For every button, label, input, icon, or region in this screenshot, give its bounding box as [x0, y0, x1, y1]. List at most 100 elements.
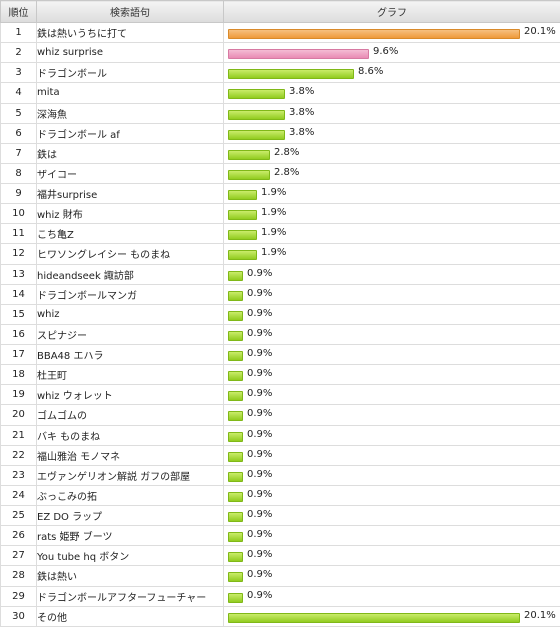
graph-cell: 1.9%	[223, 182, 560, 205]
table-row: 29 ドラゴンボールアフターフューチャー 0.9%	[0, 585, 560, 607]
category-label: ぶっこみの拓	[36, 484, 224, 507]
category-label: You tube hq ボタン	[36, 545, 224, 567]
rank-cell: 28	[0, 565, 37, 587]
rank-cell: 2	[0, 42, 37, 64]
value-label: 0.9%	[247, 368, 273, 380]
bar	[228, 391, 243, 402]
value-label: 0.9%	[247, 428, 273, 440]
graph-cell: 20.1%	[223, 605, 560, 627]
category-label: whiz surprise	[36, 42, 224, 64]
bar	[228, 310, 243, 321]
category-label: 鉄は熱いうちに打て	[36, 21, 224, 44]
value-label: 0.9%	[247, 509, 273, 520]
table-row: 6 ドラゴンボール af 3.8%	[0, 122, 560, 144]
bar	[228, 431, 243, 442]
table-row: 19 whiz ウォレット 0.9%	[0, 384, 560, 406]
category-label: 鉄は熱い	[36, 565, 224, 587]
table-row: 20 ゴムゴムの 0.9%	[0, 404, 560, 426]
value-label: 0.9%	[247, 448, 273, 460]
value-label: 0.9%	[247, 267, 273, 279]
rank-cell: 3	[0, 62, 37, 84]
category-label: その他	[36, 605, 224, 627]
value-label: 0.9%	[247, 549, 273, 561]
graph-cell: 0.9%	[223, 525, 560, 547]
table-row: 30 その他 20.1%	[0, 605, 560, 627]
bar	[228, 592, 243, 603]
category-label: ドラゴンボール	[36, 62, 224, 84]
value-label: 0.9%	[247, 348, 273, 359]
graph-cell: 3.8%	[223, 102, 560, 124]
category-label: ドラゴンボールマンガ	[36, 283, 224, 305]
value-label: 2.8%	[274, 166, 300, 178]
graph-cell: 0.9%	[223, 364, 560, 386]
bar	[228, 29, 520, 39]
rank-cell: 11	[0, 223, 37, 245]
value-label: 3.8%	[289, 126, 315, 138]
category-label: mita	[36, 82, 224, 104]
bar	[228, 512, 243, 522]
rank-cell: 25	[0, 504, 37, 527]
bar	[228, 230, 257, 241]
table-row: 1 鉄は熱いうちに打て 20.1%	[0, 21, 560, 44]
value-label: 20.1%	[524, 609, 556, 621]
bar	[228, 411, 243, 422]
rank-cell: 18	[0, 364, 37, 386]
value-label: 0.9%	[247, 529, 273, 541]
bar	[228, 270, 243, 281]
value-label: 1.9%	[261, 187, 287, 198]
rank-cell: 27	[0, 545, 37, 567]
graph-cell: 0.9%	[223, 384, 560, 406]
table-row: 25 EZ DO ラップ 0.9%	[0, 504, 560, 527]
table-row: 5 深海魚 3.8%	[0, 102, 560, 124]
value-label: 3.8%	[289, 86, 315, 98]
bar	[228, 210, 257, 221]
rank-cell: 9	[0, 182, 37, 205]
value-label: 0.9%	[247, 468, 273, 480]
bar	[228, 451, 243, 462]
graph-cell: 0.9%	[223, 444, 560, 466]
header-rank: 順位	[0, 0, 37, 23]
graph-cell: 0.9%	[223, 283, 560, 305]
graph-cell: 8.6%	[223, 62, 560, 84]
bar	[228, 371, 243, 382]
bar	[228, 169, 270, 180]
rank-cell: 4	[0, 82, 37, 104]
graph-cell: 1.9%	[223, 223, 560, 245]
bar	[228, 552, 243, 563]
table-row: 17 BBA48 エハラ 0.9%	[0, 343, 560, 366]
category-label: EZ DO ラップ	[36, 504, 224, 527]
graph-cell: 0.9%	[223, 565, 560, 587]
table-row: 27 You tube hq ボタン 0.9%	[0, 545, 560, 567]
category-label: 杜王町	[36, 364, 224, 386]
graph-cell: 2.8%	[223, 142, 560, 164]
value-label: 9.6%	[373, 46, 399, 58]
rank-cell: 7	[0, 142, 37, 164]
category-label: ヒワソングレイシー ものまね	[36, 243, 224, 265]
rank-cell: 16	[0, 323, 37, 346]
bar	[228, 89, 285, 100]
graph-cell: 0.9%	[223, 504, 560, 527]
graph-cell: 0.9%	[223, 323, 560, 346]
table-row: 18 杜王町 0.9%	[0, 364, 560, 386]
table-row: 2 whiz surprise 9.6%	[0, 42, 560, 64]
rank-cell: 26	[0, 525, 37, 547]
table-row: 15 whiz 0.9%	[0, 303, 560, 325]
rank-cell: 10	[0, 203, 37, 225]
bar	[228, 491, 243, 502]
table-row: 21 バキ ものまね 0.9%	[0, 424, 560, 446]
rank-cell: 17	[0, 343, 37, 366]
category-label: ゴムゴムの	[36, 404, 224, 426]
bar	[228, 330, 243, 341]
bar	[228, 532, 243, 543]
graph-cell: 0.9%	[223, 484, 560, 507]
rank-cell: 30	[0, 605, 37, 627]
category-label: BBA48 エハラ	[36, 343, 224, 366]
value-label: 0.9%	[247, 569, 273, 581]
rank-cell: 20	[0, 404, 37, 426]
graph-cell: 0.9%	[223, 404, 560, 426]
rank-cell: 14	[0, 283, 37, 305]
table-row: 8 ザイコー 2.8%	[0, 162, 560, 185]
value-label: 0.9%	[247, 287, 273, 299]
bar	[228, 572, 243, 583]
category-label: rats 姫野 ブーツ	[36, 525, 224, 547]
